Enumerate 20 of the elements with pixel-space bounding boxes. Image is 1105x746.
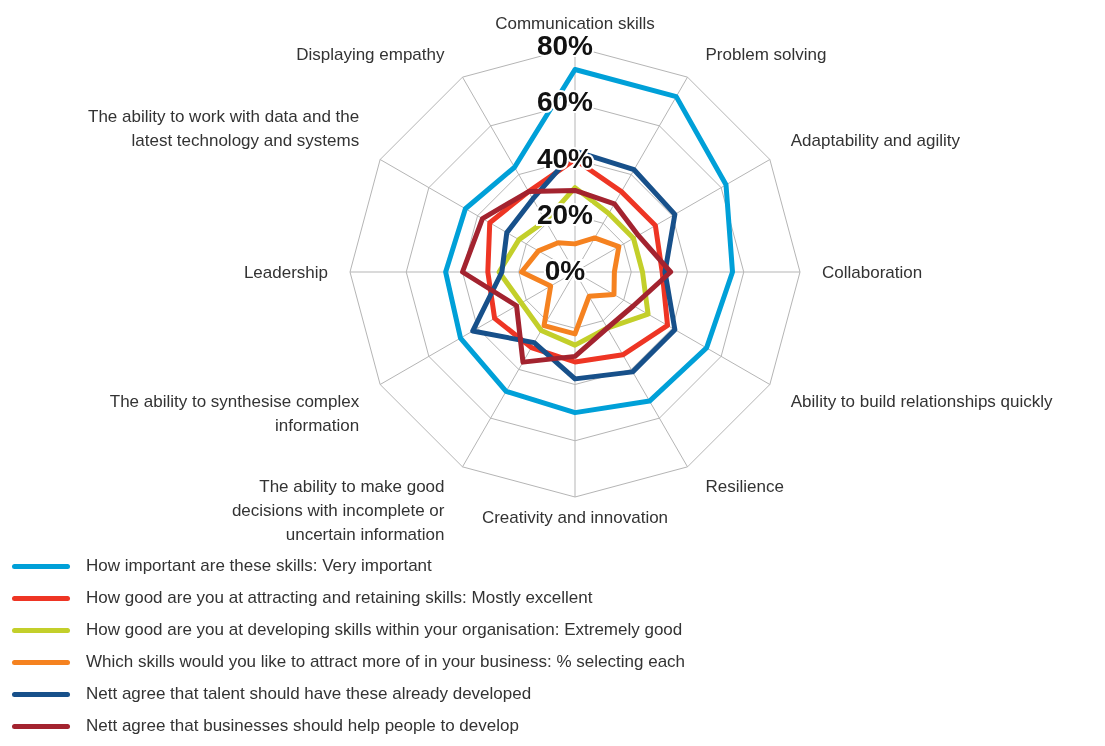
spoke-label: Displaying empathy	[296, 45, 445, 65]
spoke-label: Adaptability and agility	[790, 130, 961, 150]
legend-label: Nett agree that talent should have these already developed	[86, 684, 532, 704]
legend-label: Which skills would you like to attract more of in your business: % selecting each	[86, 652, 686, 672]
spoke-label: Leadership	[243, 263, 328, 282]
legend-label: How good are you at developing skills within your organisation: Extremely good	[86, 620, 683, 640]
spoke-label: Creativity and innovation	[481, 508, 669, 527]
spoke-label: Resilience	[705, 476, 784, 496]
y-tick-label: 80%	[536, 30, 594, 61]
spoke-label: The ability to work with data and the latest technology and systems	[88, 106, 360, 150]
spoke-label: Collaboration	[822, 263, 923, 282]
legend-label: How good are you at attracting and retaining skills: Mostly excellent	[86, 588, 593, 608]
y-tick-label: 0%	[544, 255, 586, 286]
spoke-label: Problem solving	[705, 45, 827, 65]
legend-label: Nett agree that businesses should help people to develop	[86, 716, 519, 736]
spoke-label: Communication skills	[495, 14, 655, 33]
spoke-label: The ability to make good decisions with incomplete or uncertain information	[231, 476, 445, 544]
spoke-label: Ability to build relationships quickly	[790, 391, 1054, 411]
spoke-label: The ability to synthesise complex information	[109, 391, 360, 435]
legend-label: How important are these skills: Very important	[86, 556, 432, 576]
